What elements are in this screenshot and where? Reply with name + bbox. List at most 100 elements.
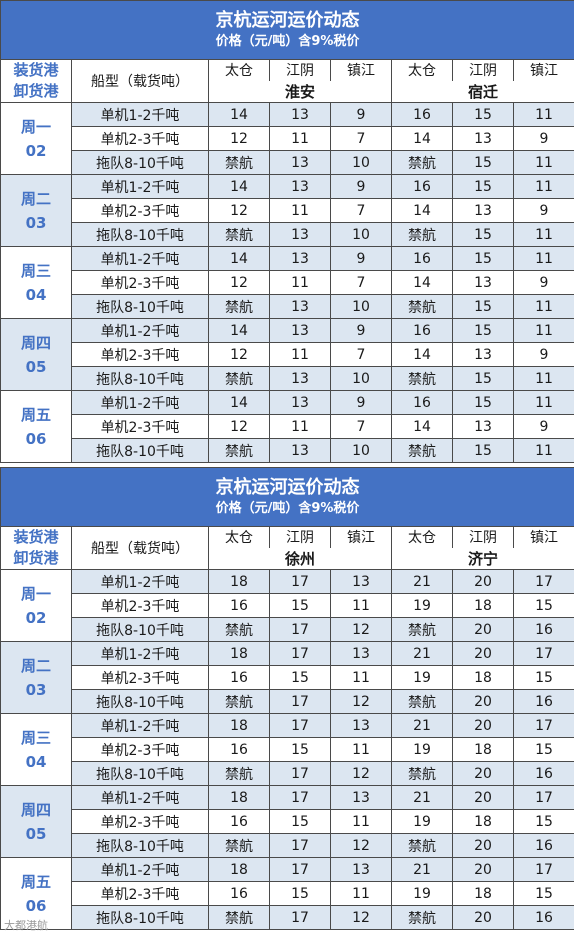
- price-cell: 18: [208, 713, 270, 738]
- price-cell: 13: [452, 126, 514, 151]
- price-cell: 13: [330, 641, 392, 666]
- date-label: 04: [25, 752, 47, 771]
- day-cell: 周四 05: [0, 318, 72, 391]
- price-cell: 14: [208, 102, 270, 127]
- price-cell: 11: [330, 809, 392, 834]
- price-cell: 15: [452, 246, 514, 271]
- price-cell: 11: [269, 414, 331, 439]
- table-row: 周四 05 单机1-2千吨 18 17 13 21 20 17: [0, 785, 574, 858]
- price-cell: 13: [269, 222, 331, 247]
- price-cell: 9: [330, 318, 392, 343]
- price-cell: 20: [452, 617, 514, 642]
- table-row: 单机2-3千吨 12 11 7 14 13 9: [1, 342, 574, 367]
- ship-type-cell: 拖队8-10千吨: [71, 761, 209, 786]
- price-cell: 10: [330, 438, 392, 463]
- port-header: 装货港 卸货港: [0, 59, 72, 103]
- price-cell: 13: [330, 857, 392, 882]
- price-cell: 11: [330, 593, 392, 618]
- price-cell: 16: [391, 174, 453, 199]
- day-cell: 周二 03: [0, 641, 72, 714]
- load-port-label: 装货港: [13, 61, 59, 79]
- price-cell: 13: [330, 569, 392, 594]
- ship-type-cell: 单机2-3千吨: [71, 809, 209, 834]
- day-cell: 周五 06: [0, 857, 72, 930]
- price-cell: 15: [269, 737, 331, 762]
- price-cell: 15: [452, 222, 514, 247]
- table-row: 周一 02 单机1-2千吨 18 17 13 21 20 17: [0, 569, 574, 642]
- price-cell: 11: [269, 198, 331, 223]
- price-cell: 禁航: [391, 366, 453, 391]
- price-cell: 9: [513, 198, 574, 223]
- table-row: 单机2-3千吨 16 15 11 19 18 15: [1, 665, 574, 690]
- price-cell: 16: [513, 761, 574, 786]
- ship-type-cell: 单机2-3千吨: [71, 593, 209, 618]
- price-cell: 19: [391, 593, 453, 618]
- price-cell: 12: [208, 342, 270, 367]
- price-cell: 13: [330, 785, 392, 810]
- price-cell: 16: [208, 665, 270, 690]
- price-cell: 12: [208, 126, 270, 151]
- origin-port-header: 镇江: [330, 59, 392, 81]
- price-cell: 18: [208, 569, 270, 594]
- date-label: 06: [25, 429, 47, 448]
- price-cell: 12: [330, 617, 392, 642]
- price-cell: 21: [391, 641, 453, 666]
- day-cell: 周一 02: [0, 102, 72, 175]
- price-cell: 10: [330, 366, 392, 391]
- ship-type-cell: 单机1-2千吨: [71, 857, 209, 882]
- price-cell: 禁航: [208, 150, 270, 175]
- price-cell: 禁航: [391, 150, 453, 175]
- destination-header: 宿迁: [391, 81, 574, 103]
- price-cell: 21: [391, 785, 453, 810]
- price-cell: 11: [513, 102, 574, 127]
- ship-type-cell: 单机1-2千吨: [71, 246, 209, 271]
- date-label: 05: [25, 824, 47, 843]
- load-port-label: 装货港: [13, 528, 59, 546]
- price-cell: 7: [330, 126, 392, 151]
- price-cell: 20: [452, 569, 514, 594]
- freight-rate-table-block: 京杭运河运价动态 价格（元/吨）含9%税价 装货港 卸货港 船型（载货吨） 太仓 江阴 镇江太…: [0, 467, 574, 930]
- origin-port-header: 镇江: [330, 526, 392, 548]
- price-cell: 15: [452, 390, 514, 415]
- ship-type-cell: 拖队8-10千吨: [71, 294, 209, 319]
- price-cell: 15: [513, 737, 574, 762]
- price-cell: 11: [513, 366, 574, 391]
- price-cell: 15: [452, 438, 514, 463]
- ship-type-cell: 单机1-2千吨: [71, 569, 209, 594]
- ship-type-cell: 单机2-3千吨: [71, 737, 209, 762]
- price-cell: 17: [269, 713, 331, 738]
- price-cell: 17: [269, 761, 331, 786]
- destination-header: 淮安: [208, 81, 392, 103]
- price-cell: 9: [330, 390, 392, 415]
- table-row: 周三 04 单机1-2千吨 14 13 9 16 15 11: [0, 246, 574, 319]
- date-label: 06: [25, 896, 47, 915]
- price-cell: 14: [208, 246, 270, 271]
- price-cell: 15: [513, 809, 574, 834]
- ship-type-cell: 单机1-2千吨: [71, 174, 209, 199]
- price-cell: 12: [208, 414, 270, 439]
- price-cell: 15: [513, 593, 574, 618]
- price-cell: 15: [452, 318, 514, 343]
- ship-type-cell: 拖队8-10千吨: [71, 905, 209, 930]
- price-cell: 16: [208, 881, 270, 906]
- table-row: 周一 02 单机1-2千吨 14 13 9 16 15 11: [0, 102, 574, 175]
- price-cell: 15: [452, 294, 514, 319]
- price-cell: 禁航: [208, 833, 270, 858]
- weekday-label: 周五: [20, 872, 51, 891]
- day-cell: 周三 04: [0, 713, 72, 786]
- price-cell: 7: [330, 270, 392, 295]
- price-cell: 17: [269, 785, 331, 810]
- price-cell: 15: [452, 366, 514, 391]
- price-cell: 12: [208, 270, 270, 295]
- destination-header: 徐州: [208, 548, 392, 570]
- price-cell: 11: [513, 318, 574, 343]
- price-cell: 16: [391, 246, 453, 271]
- price-cell: 17: [269, 905, 331, 930]
- price-cell: 9: [330, 102, 392, 127]
- table-row: 拖队8-10千吨 禁航 17 12 禁航 20 16: [1, 833, 574, 858]
- ship-type-cell: 单机2-3千吨: [71, 270, 209, 295]
- table-row: 周三 04 单机1-2千吨 18 17 13 21 20 17: [0, 713, 574, 786]
- ship-type-cell: 拖队8-10千吨: [71, 617, 209, 642]
- price-cell: 21: [391, 857, 453, 882]
- price-cell: 18: [452, 737, 514, 762]
